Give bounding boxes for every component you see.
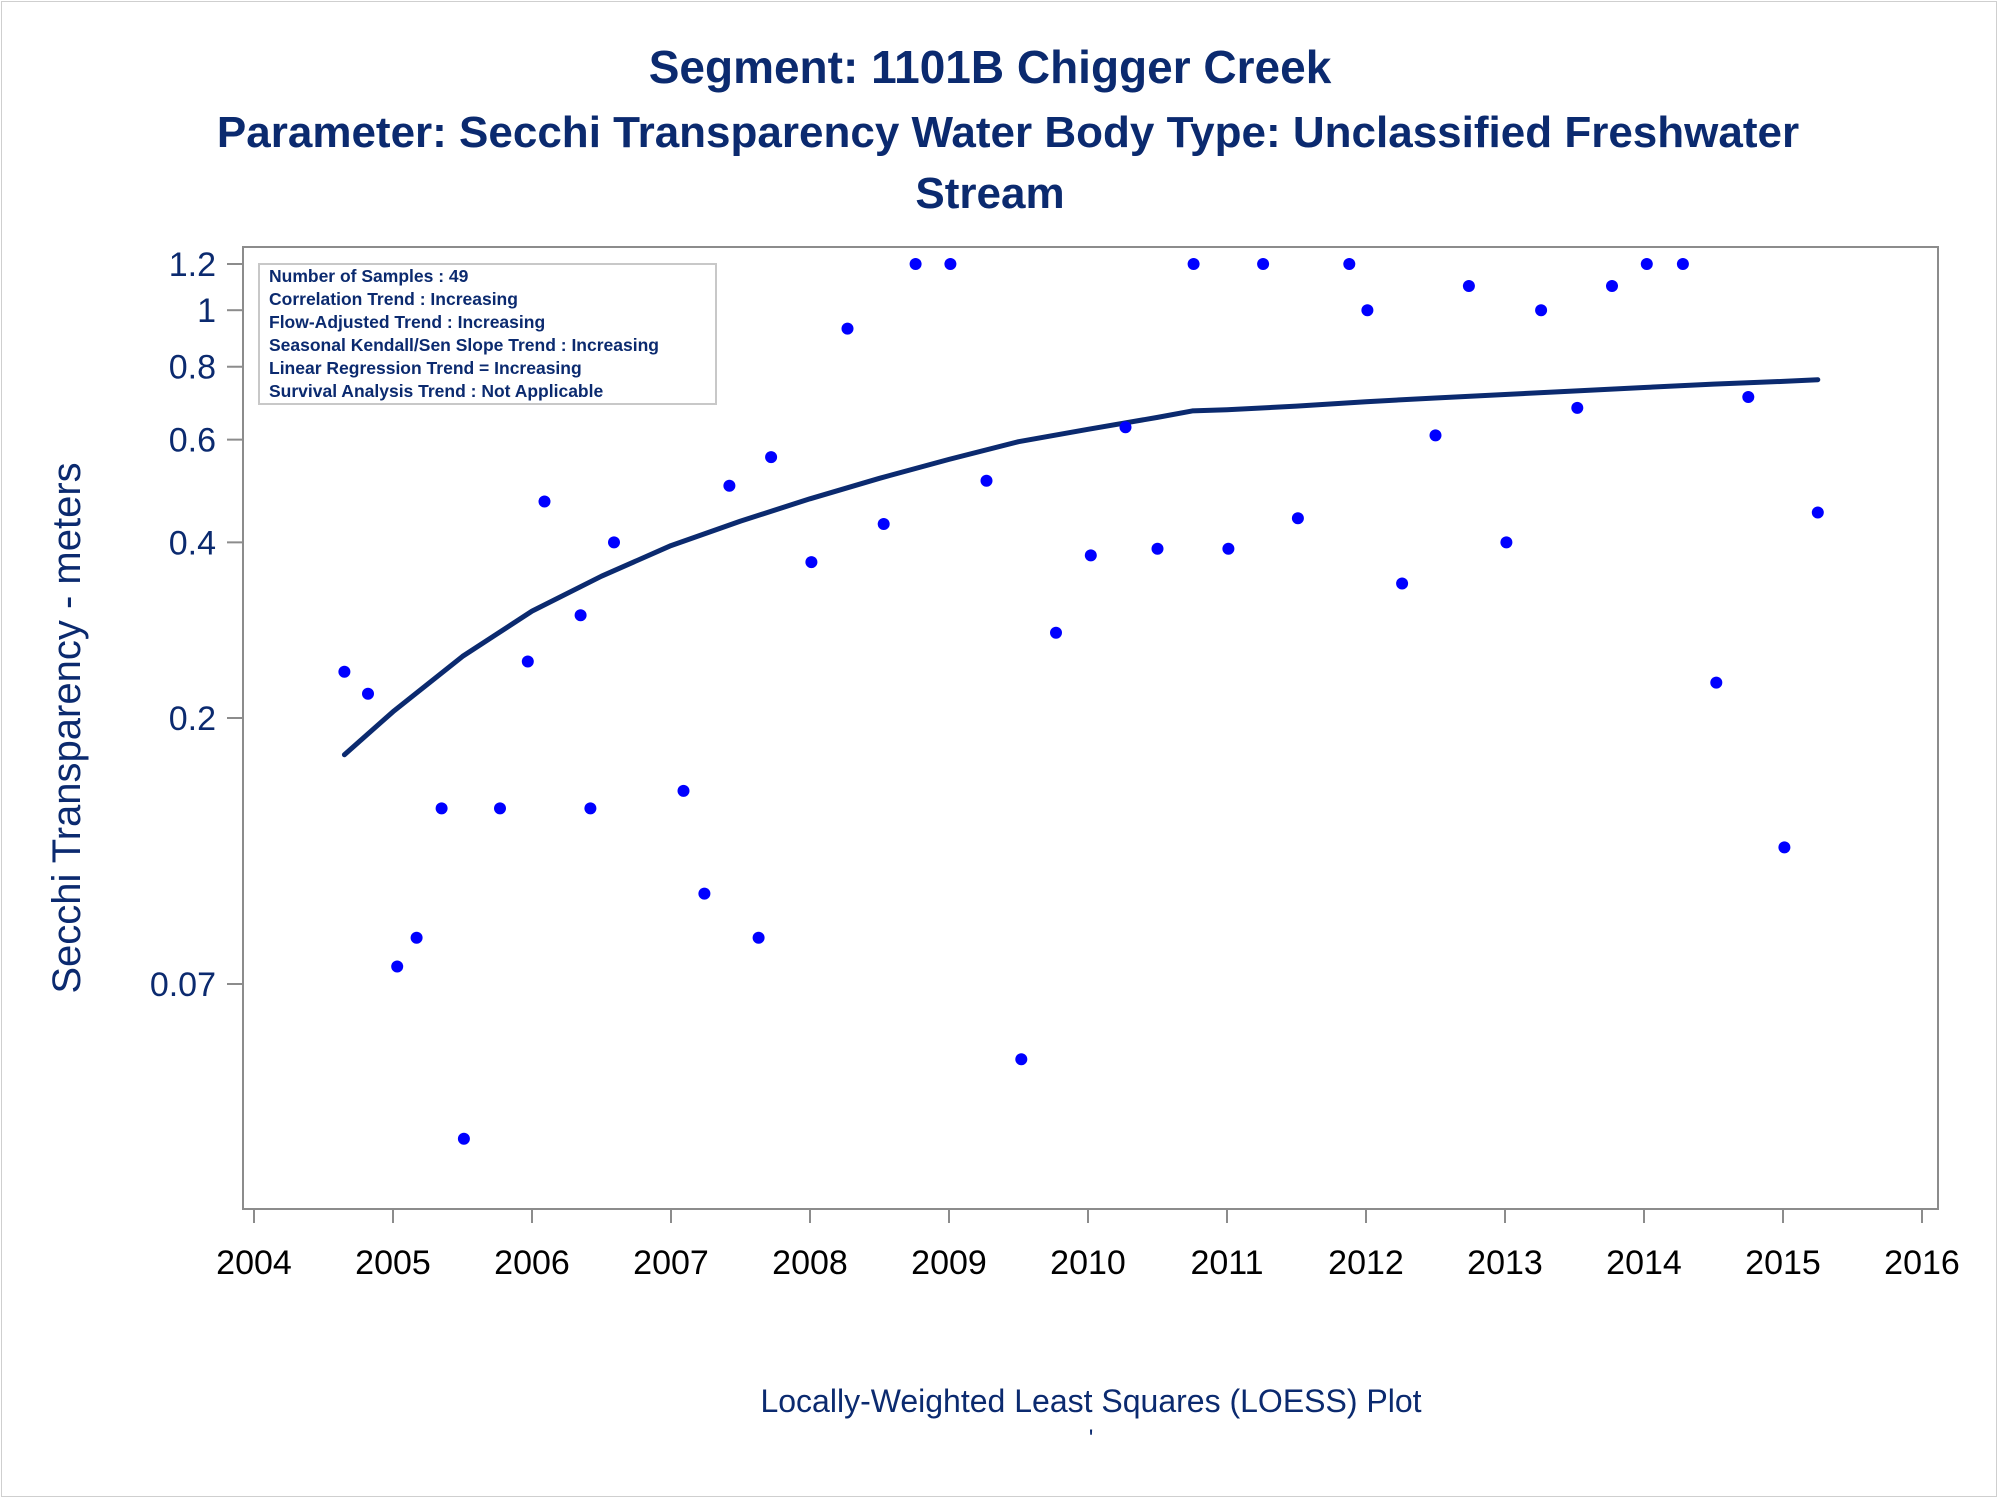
sample-point xyxy=(909,258,922,270)
sample-point xyxy=(584,802,597,815)
chart-subtitle: Parameter: Secchi Transparency Water Bod… xyxy=(217,108,1799,157)
sample-point xyxy=(1015,1053,1028,1066)
y-tick-label: 0.6 xyxy=(169,422,216,460)
x-tick-label: 2016 xyxy=(1884,1244,1960,1282)
x-tick-label: 2007 xyxy=(633,1244,709,1282)
stats-line-samples: Number of Samples : 49 xyxy=(269,266,469,286)
sample-point xyxy=(494,802,506,815)
sample-point xyxy=(1343,258,1356,270)
sample-point xyxy=(435,802,448,815)
sample-point xyxy=(1462,280,1475,292)
x-tick-label: 2015 xyxy=(1745,1244,1821,1282)
y-axis: 0.07 0.2 0.4 0.6 0.8 1 1.2 xyxy=(150,246,243,1004)
sample-point xyxy=(1396,577,1409,590)
y-tick-label: 0.07 xyxy=(150,966,216,1004)
sample-point xyxy=(1429,429,1442,442)
y-tick-label: 1.2 xyxy=(169,246,216,284)
sample-point xyxy=(698,887,711,900)
y-tick-label: 0.2 xyxy=(169,700,216,738)
stats-line-flow-adjusted: Flow-Adjusted Trend : Increasing xyxy=(269,312,545,332)
loess-series xyxy=(341,377,1821,758)
sample-point xyxy=(1361,304,1374,317)
sample-point xyxy=(338,665,351,678)
x-tick-label: 2014 xyxy=(1606,1244,1682,1282)
chart-title: Segment: 1101B Chigger Creek xyxy=(649,41,1332,93)
sample-point xyxy=(765,451,778,464)
x-tick-label: 2012 xyxy=(1328,1244,1404,1282)
sample-point xyxy=(677,784,690,797)
chart-subtitle-continued: Stream xyxy=(915,169,1064,218)
stats-box: Number of Samples : 49 Correlation Trend… xyxy=(258,263,717,405)
sample-point xyxy=(944,258,957,270)
sample-point xyxy=(1500,536,1513,549)
x-axis: 2004 2005 2006 2007 2008 2009 2010 2011 2012 2013… xyxy=(216,1209,1960,1282)
sample-point xyxy=(1291,512,1304,525)
y-tick-label: 0.4 xyxy=(169,524,216,562)
stats-line-linear-regression: Linear Regression Trend = Increasing xyxy=(269,358,582,378)
sample-point xyxy=(1742,391,1755,403)
sample-point xyxy=(1640,258,1653,270)
sample-point xyxy=(1811,506,1824,519)
sample-point xyxy=(841,322,854,335)
plot-area xyxy=(242,246,1939,1210)
sample-point xyxy=(538,495,551,508)
y-axis-label: Secchi Transparency - meters xyxy=(45,462,89,993)
sample-point xyxy=(1778,841,1791,854)
sample-point xyxy=(1050,626,1062,639)
sample-point xyxy=(521,655,534,668)
sample-point xyxy=(608,536,620,549)
sample-point xyxy=(574,609,587,622)
sample-point xyxy=(1222,542,1235,555)
footnote-mark: ' xyxy=(1089,1425,1094,1452)
sample-point xyxy=(805,556,818,569)
sample-point xyxy=(752,931,765,944)
sample-point xyxy=(980,474,993,487)
y-tick-label: 0.8 xyxy=(169,349,216,387)
sample-point xyxy=(1187,258,1200,270)
y-tick-label: 1 xyxy=(197,292,216,330)
sample-point xyxy=(457,1132,470,1145)
sample-point xyxy=(1119,421,1132,434)
sample-point xyxy=(362,687,374,700)
x-tick-label: 2008 xyxy=(772,1244,848,1282)
sample-point xyxy=(877,518,890,530)
sample-point xyxy=(1571,401,1584,414)
stats-line-correlation: Correlation Trend : Increasing xyxy=(269,289,518,309)
x-tick-label: 2005 xyxy=(355,1244,431,1282)
footnote-caption: Locally-Weighted Least Squares (LOESS) P… xyxy=(760,1383,1421,1419)
sample-point xyxy=(1710,676,1723,689)
x-tick-label: 2004 xyxy=(216,1244,292,1282)
x-tick-label: 2011 xyxy=(1190,1244,1263,1282)
x-tick-label: 2009 xyxy=(911,1244,987,1282)
sample-point xyxy=(1257,258,1270,270)
stats-line-survival: Survival Analysis Trend : Not Applicable xyxy=(269,381,603,401)
sample-point xyxy=(1535,304,1548,317)
x-tick-label: 2013 xyxy=(1467,1244,1543,1282)
sample-point xyxy=(1084,549,1097,562)
x-tick-label: 2006 xyxy=(494,1244,570,1282)
sample-point xyxy=(1151,542,1164,555)
sample-point xyxy=(410,931,423,944)
sample-point xyxy=(723,479,736,492)
loess-line xyxy=(341,377,1821,758)
sample-point xyxy=(391,960,404,973)
stats-line-seasonal-kendall: Seasonal Kendall/Sen Slope Trend : Incre… xyxy=(269,335,659,355)
stats-box-border xyxy=(258,263,717,405)
x-tick-label: 2010 xyxy=(1050,1244,1126,1282)
sample-point xyxy=(1676,258,1689,270)
sample-point xyxy=(1606,280,1618,292)
